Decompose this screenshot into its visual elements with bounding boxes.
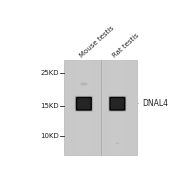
FancyBboxPatch shape — [76, 97, 91, 110]
Bar — [76, 60, 91, 155]
Ellipse shape — [116, 142, 119, 144]
Ellipse shape — [80, 82, 88, 85]
Bar — [110, 60, 125, 155]
Text: DNAL4: DNAL4 — [143, 99, 168, 108]
FancyBboxPatch shape — [109, 97, 125, 111]
FancyBboxPatch shape — [76, 98, 91, 110]
FancyBboxPatch shape — [109, 96, 126, 111]
Text: Rat testis: Rat testis — [112, 33, 140, 59]
Text: Mouse testis: Mouse testis — [78, 25, 115, 59]
FancyBboxPatch shape — [76, 97, 92, 111]
Text: 25KD: 25KD — [40, 70, 59, 76]
FancyBboxPatch shape — [75, 96, 92, 111]
Text: 15KD: 15KD — [40, 103, 59, 109]
Text: 10KD: 10KD — [40, 133, 59, 139]
FancyBboxPatch shape — [110, 97, 125, 110]
FancyBboxPatch shape — [110, 98, 125, 110]
Bar — [64, 60, 137, 155]
